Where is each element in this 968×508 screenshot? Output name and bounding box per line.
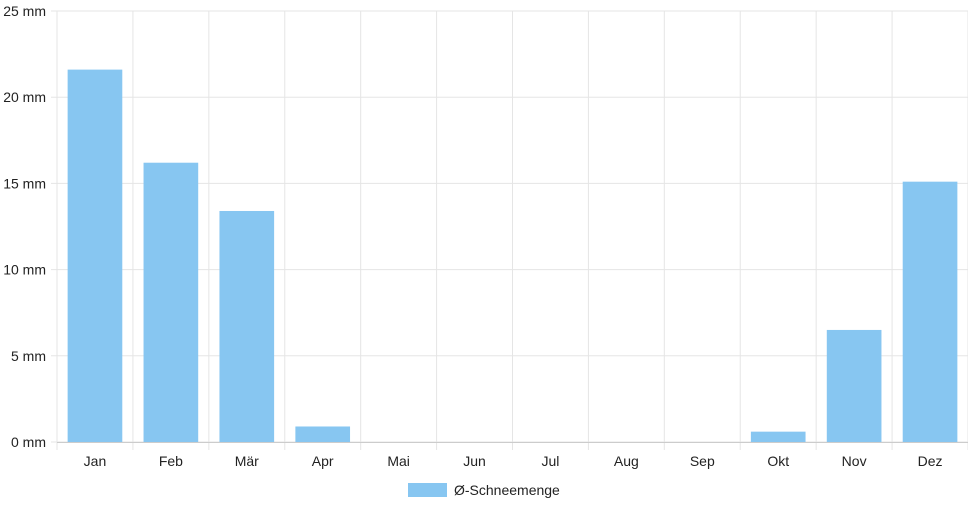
y-tick-labels: 0 mm 5 mm 10 mm 15 mm 20 mm 25 mm [3,3,46,450]
x-tick-labels: Jan Feb Mär Apr Mai Jun Jul Aug Sep Okt Nov Dez [84,453,943,469]
legend-label: Ø-Schneemenge [454,482,560,498]
y-tick-label: 25 mm [3,3,46,19]
x-tick-label: Aug [614,453,639,469]
y-tick-label: 5 mm [11,348,46,364]
x-tick-label: Okt [767,453,789,469]
y-tick-label: 20 mm [3,89,46,105]
x-tick-label: Jan [84,453,107,469]
bar-mär[interactable] [219,210,275,442]
x-tick-label: Mär [235,453,259,469]
legend[interactable]: Ø-Schneemenge [408,482,560,498]
bar-nov[interactable] [826,329,882,442]
bar-feb[interactable] [143,162,199,442]
bar-okt[interactable] [750,431,806,442]
x-tick-label: Apr [312,453,334,469]
legend-swatch [408,483,447,497]
x-tick-label: Dez [918,453,943,469]
bar-apr[interactable] [295,426,351,442]
grid-lines [51,10,968,450]
x-tick-label: Jun [463,453,486,469]
x-tick-label: Sep [690,453,715,469]
y-tick-label: 0 mm [11,434,46,450]
x-tick-label: Jul [542,453,560,469]
bar-series [67,69,958,442]
x-tick-label: Feb [159,453,183,469]
x-tick-label: Nov [842,453,867,469]
y-tick-label: 15 mm [3,175,46,191]
x-tick-label: Mai [387,453,410,469]
bar-dez[interactable] [902,181,958,442]
bar-jan[interactable] [67,69,123,442]
y-tick-label: 10 mm [3,262,46,278]
